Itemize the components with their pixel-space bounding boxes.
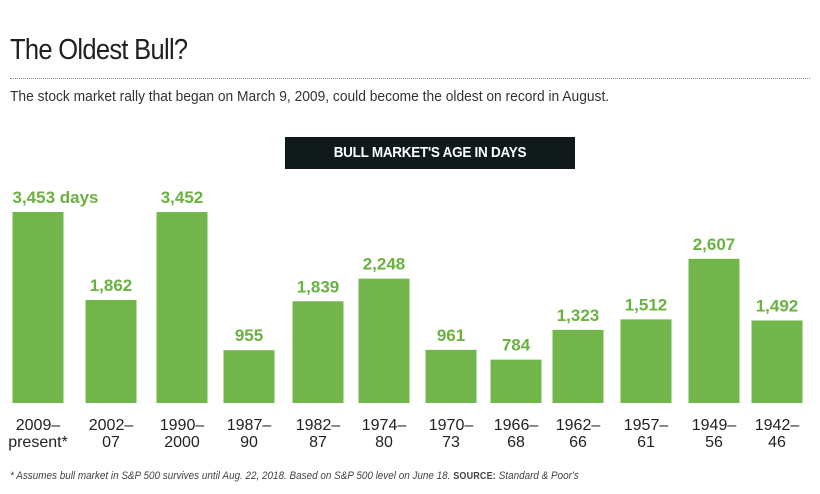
chart-subtitle: The stock market rally that began on Mar… <box>10 88 610 105</box>
value-label-2: 3,452 <box>161 188 204 207</box>
bar-1 <box>85 300 137 403</box>
category-label-5-0: 1974– <box>362 417 407 434</box>
bar-8 <box>552 329 604 403</box>
category-label-0-0: 2009– <box>16 417 61 434</box>
chart-heading-banner: BULL MARKET'S AGE IN DAYS <box>285 137 575 169</box>
category-label-6-0: 1970– <box>429 417 474 434</box>
chart-title: The Oldest Bull? <box>10 34 188 66</box>
category-label-6-1: 73 <box>442 434 460 451</box>
bar-11 <box>751 320 803 403</box>
bar-0 <box>12 212 64 403</box>
value-label-10: 2,607 <box>693 235 736 254</box>
category-label-11-0: 1942– <box>755 417 800 434</box>
value-label-0: 3,453 days <box>13 188 99 207</box>
category-label-1-0: 2002– <box>89 417 134 434</box>
category-label-7-0: 1966– <box>494 417 539 434</box>
value-label-8: 1,323 <box>557 306 600 325</box>
category-label-11-1: 46 <box>768 434 786 451</box>
title-divider <box>10 78 810 79</box>
category-label-5-1: 80 <box>375 434 393 451</box>
category-label-3-1: 90 <box>240 434 258 451</box>
bar-5 <box>358 278 410 403</box>
bar-3 <box>223 350 275 403</box>
bar-6 <box>425 349 477 403</box>
category-label-4-1: 87 <box>309 434 327 451</box>
category-label-7-1: 68 <box>507 434 525 451</box>
bar-10 <box>688 258 740 403</box>
category-label-3-0: 1987– <box>227 417 272 434</box>
source-text: Standard & Poor's <box>498 470 579 482</box>
category-label-9-1: 61 <box>637 434 655 451</box>
value-label-11: 1,492 <box>756 296 799 315</box>
category-label-4-0: 1982– <box>296 417 341 434</box>
bar-7 <box>490 359 542 403</box>
bar-9 <box>620 319 672 403</box>
chart-heading-text: BULL MARKET'S AGE IN DAYS <box>333 144 527 161</box>
value-label-3: 955 <box>235 326 263 345</box>
bar-4 <box>292 301 344 403</box>
category-label-10-1: 56 <box>705 434 723 451</box>
category-label-9-0: 1957– <box>624 417 669 434</box>
category-label-8-1: 66 <box>569 434 587 451</box>
value-label-4: 1,839 <box>297 277 340 296</box>
value-label-1: 1,862 <box>90 276 133 295</box>
category-label-10-0: 1949– <box>692 417 737 434</box>
category-label-8-0: 1962– <box>556 417 601 434</box>
bar-2 <box>156 212 208 403</box>
value-label-9: 1,512 <box>625 295 668 314</box>
footnote: * Assumes bull market in S&P 500 survive… <box>10 470 579 482</box>
category-label-0-1: present* <box>8 434 68 451</box>
value-label-6: 961 <box>437 326 465 345</box>
value-label-5: 2,248 <box>363 255 406 274</box>
category-label-2-0: 1990– <box>160 417 205 434</box>
footnote-text: * Assumes bull market in S&P 500 survive… <box>10 470 451 482</box>
source-label: SOURCE: <box>453 471 496 482</box>
category-label-2-1: 2000 <box>164 434 200 451</box>
category-label-1-1: 07 <box>102 434 120 451</box>
value-label-7: 784 <box>502 336 531 355</box>
